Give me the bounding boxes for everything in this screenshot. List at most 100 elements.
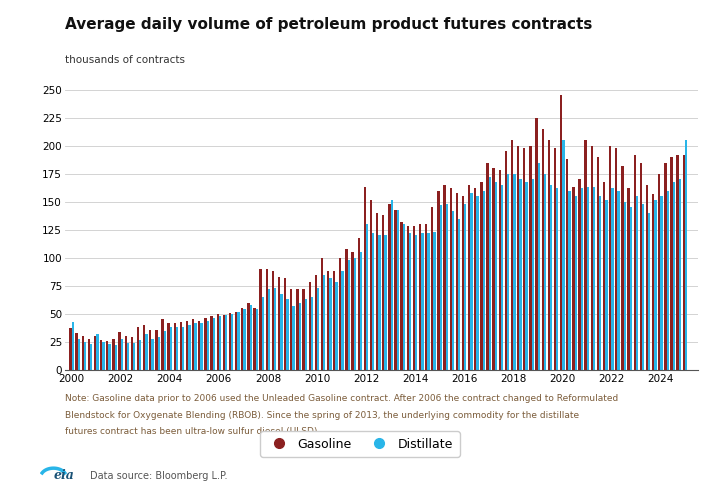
Bar bbox=[517, 146, 519, 370]
Bar bbox=[149, 330, 151, 370]
Bar bbox=[407, 226, 409, 370]
Bar bbox=[198, 320, 200, 370]
Bar bbox=[560, 95, 562, 370]
Bar bbox=[241, 308, 243, 370]
Bar bbox=[114, 345, 117, 370]
Bar bbox=[464, 204, 467, 370]
Bar bbox=[677, 155, 679, 370]
Bar bbox=[243, 309, 246, 370]
Bar bbox=[474, 188, 477, 370]
Bar bbox=[200, 323, 203, 370]
Bar bbox=[235, 312, 238, 370]
Bar bbox=[161, 319, 163, 370]
Bar bbox=[354, 258, 356, 370]
Bar bbox=[433, 232, 436, 370]
Bar bbox=[550, 185, 552, 370]
Bar bbox=[413, 226, 415, 370]
Bar bbox=[544, 174, 546, 370]
Bar bbox=[419, 224, 421, 370]
Bar bbox=[256, 309, 258, 370]
Bar bbox=[143, 325, 145, 370]
Bar bbox=[556, 188, 559, 370]
Bar bbox=[296, 289, 299, 370]
Bar bbox=[360, 252, 362, 370]
Bar bbox=[575, 196, 577, 370]
Bar bbox=[299, 303, 301, 370]
Bar bbox=[94, 336, 96, 370]
Legend: Gasoline, Distillate: Gasoline, Distillate bbox=[260, 431, 460, 457]
Bar bbox=[609, 146, 611, 370]
Bar bbox=[259, 269, 262, 370]
Bar bbox=[253, 308, 256, 370]
Bar bbox=[76, 333, 78, 370]
Bar bbox=[317, 288, 319, 370]
Bar bbox=[168, 323, 170, 370]
Bar bbox=[452, 211, 454, 370]
Bar bbox=[580, 188, 583, 370]
Bar bbox=[538, 163, 540, 370]
Bar bbox=[562, 140, 564, 370]
Bar bbox=[217, 314, 219, 370]
Bar bbox=[611, 188, 613, 370]
Bar bbox=[376, 213, 378, 370]
Text: futures contract has been ultra-low sulfur diesel (ULSD).: futures contract has been ultra-low sulf… bbox=[65, 427, 320, 436]
Bar bbox=[585, 140, 587, 370]
Bar bbox=[536, 118, 538, 370]
Bar bbox=[250, 305, 252, 370]
Text: thousands of contracts: thousands of contracts bbox=[65, 55, 185, 65]
Bar bbox=[192, 319, 194, 370]
Bar bbox=[127, 343, 129, 370]
Bar bbox=[280, 294, 282, 370]
Bar bbox=[482, 191, 485, 370]
Bar bbox=[364, 187, 366, 370]
Bar bbox=[176, 327, 179, 370]
Bar bbox=[151, 339, 153, 370]
Bar bbox=[526, 182, 528, 370]
Bar bbox=[648, 213, 650, 370]
Bar bbox=[96, 334, 99, 370]
Bar bbox=[327, 271, 329, 370]
Bar bbox=[477, 196, 479, 370]
Bar bbox=[100, 340, 102, 370]
Bar bbox=[341, 271, 344, 370]
Bar bbox=[489, 177, 491, 370]
Bar bbox=[395, 210, 397, 370]
Bar bbox=[182, 327, 184, 370]
Bar bbox=[315, 274, 317, 370]
Bar bbox=[336, 282, 338, 370]
Bar bbox=[278, 277, 280, 370]
Bar bbox=[133, 343, 135, 370]
Bar bbox=[125, 336, 127, 370]
Bar bbox=[440, 205, 442, 370]
Bar bbox=[449, 188, 452, 370]
Bar bbox=[323, 274, 325, 370]
Bar bbox=[554, 148, 556, 370]
Bar bbox=[88, 339, 90, 370]
Bar bbox=[308, 282, 311, 370]
Bar bbox=[390, 199, 393, 370]
Bar bbox=[229, 313, 231, 370]
Bar bbox=[624, 202, 626, 370]
Bar bbox=[590, 146, 593, 370]
Bar bbox=[84, 342, 86, 370]
Bar bbox=[658, 174, 660, 370]
Bar bbox=[523, 148, 526, 370]
Bar bbox=[397, 210, 399, 370]
Bar bbox=[568, 191, 571, 370]
Bar bbox=[642, 204, 644, 370]
Bar bbox=[587, 187, 589, 370]
Bar bbox=[225, 315, 228, 370]
Bar bbox=[409, 233, 411, 370]
Bar bbox=[81, 336, 84, 370]
Bar bbox=[402, 224, 405, 370]
Bar bbox=[501, 185, 503, 370]
Bar bbox=[652, 194, 654, 370]
Bar bbox=[505, 151, 507, 370]
Bar bbox=[384, 235, 387, 370]
Bar bbox=[400, 222, 402, 370]
Bar bbox=[321, 258, 323, 370]
Bar bbox=[603, 182, 606, 370]
Bar bbox=[667, 191, 669, 370]
Bar bbox=[112, 339, 114, 370]
Bar bbox=[458, 219, 460, 370]
